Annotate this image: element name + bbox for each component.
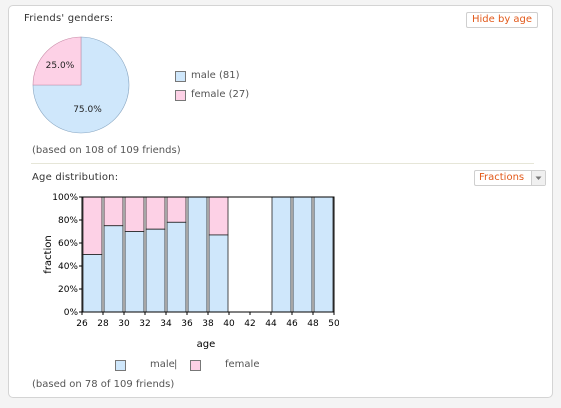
x-tick-label: 30 [118,319,130,329]
age-legend-male-label: male [150,359,175,370]
x-tick-label: 48 [307,319,319,329]
y-tick-label: 0% [64,308,79,318]
pie-slice-male [32,36,130,134]
y-tick-label: 80% [58,216,78,226]
bar-female-28 [103,196,124,227]
bar-male-26 [82,254,103,313]
y-tick-label: 60% [58,239,78,249]
bar-male-36 [187,196,208,313]
y-axis-label: fraction [43,235,54,273]
x-tick-label: 36 [181,319,193,329]
age-legend-female-swatch [190,360,201,371]
x-tick-label: 44 [265,319,277,329]
x-tick-label: 42 [244,319,255,329]
x-tick-label: 46 [286,319,298,329]
bar-male-38 [208,234,229,313]
gender-pie-chart: 75.0% 25.0% [32,36,130,134]
legend-male-label: male (81) [191,70,240,81]
bar-female-38 [208,196,229,236]
pie-slice-female [32,36,82,86]
bar-male-46 [292,196,313,313]
bar-female-32 [145,196,166,230]
x-axis-label: age [197,339,216,350]
y-tick-label: 100% [52,193,78,203]
x-tick-label: 38 [202,319,214,329]
fractions-select-value: Fractions [479,172,525,183]
pie-label-male: 75.0% [73,105,102,115]
genders-note: (based on 108 of 109 friends) [32,145,181,156]
bar-male-28 [103,225,124,313]
section-divider [31,163,534,164]
x-tick-label: 34 [160,319,172,329]
y-tick-label: 20% [58,285,78,295]
age-title: Age distribution: [32,172,119,183]
bar-male-48 [313,196,334,313]
legend-female-swatch [175,90,186,101]
bar-male-34 [166,221,187,313]
legend-female-label: female (27) [191,89,250,100]
legend-male-swatch [175,71,186,82]
x-tick-label: 26 [76,319,88,329]
age-note: (based on 78 of 109 friends) [32,379,175,390]
bar-female-34 [166,196,187,223]
friends-stats-panel: Friends' genders: Hide by age 75.0% 25.0%… [8,5,553,398]
bar-male-30 [124,231,145,313]
x-tick-label: 28 [97,319,109,329]
age-legend-female-label: female [225,359,260,370]
bar-female-30 [124,196,145,232]
x-tick-label: 50 [328,319,339,329]
chevron-down-icon [531,171,545,185]
x-tick-label: 40 [223,319,235,329]
hide-by-age-button[interactable]: Hide by age [466,12,539,28]
age-legend-separator: | [174,359,178,370]
fractions-select[interactable]: Fractions [474,170,546,186]
pie-label-female: 25.0% [46,61,75,71]
genders-title: Friends' genders: [24,13,114,24]
y-tick-label: 40% [58,262,78,272]
bar-male-44 [271,196,292,313]
age-distribution-chart: 0% 20% 40% 60% 80% 100% 26 28 30 32 34 36 38 40 42 44 46… [43,193,339,350]
bar-male-32 [145,228,166,313]
bar-female-26 [82,196,103,255]
age-legend-male-swatch [115,360,126,371]
x-tick-label: 32 [139,319,150,329]
